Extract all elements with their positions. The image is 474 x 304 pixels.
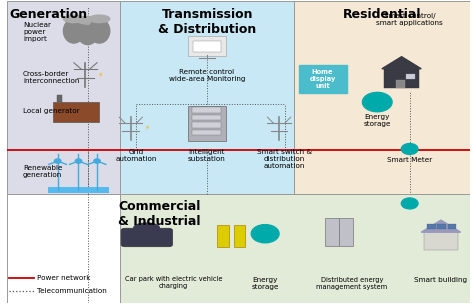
Text: Power network: Power network: [37, 275, 91, 281]
Circle shape: [401, 198, 418, 209]
Text: Smart Meter: Smart Meter: [387, 157, 432, 164]
FancyBboxPatch shape: [294, 1, 470, 194]
Text: Intelligent
substation: Intelligent substation: [188, 149, 226, 162]
Text: Energy
storage: Energy storage: [251, 277, 279, 290]
FancyBboxPatch shape: [57, 95, 62, 102]
FancyBboxPatch shape: [192, 122, 221, 128]
FancyBboxPatch shape: [192, 107, 221, 113]
FancyBboxPatch shape: [188, 106, 226, 141]
Text: Smart switch &
distribution
automation: Smart switch & distribution automation: [257, 149, 312, 169]
Ellipse shape: [89, 15, 110, 22]
FancyBboxPatch shape: [188, 36, 226, 56]
FancyBboxPatch shape: [7, 194, 120, 303]
Text: Smart control/
smart applications: Smart control/ smart applications: [376, 13, 443, 26]
FancyBboxPatch shape: [406, 74, 415, 79]
Text: Grid
automation: Grid automation: [116, 149, 157, 162]
Text: ⚡: ⚡: [97, 70, 102, 79]
FancyBboxPatch shape: [193, 41, 221, 52]
FancyBboxPatch shape: [53, 102, 100, 122]
FancyBboxPatch shape: [384, 69, 419, 88]
Ellipse shape: [77, 20, 98, 45]
Ellipse shape: [77, 17, 98, 24]
FancyBboxPatch shape: [48, 187, 109, 193]
Text: Commercial
& Industrial: Commercial & Industrial: [118, 200, 201, 228]
Circle shape: [251, 225, 279, 243]
Text: Home
display
unit: Home display unit: [310, 69, 336, 89]
FancyBboxPatch shape: [234, 225, 245, 247]
Text: Distributed energy
management system: Distributed energy management system: [316, 277, 387, 290]
Text: Car park with electric vehicle
charging: Car park with electric vehicle charging: [125, 276, 222, 289]
FancyBboxPatch shape: [325, 218, 339, 247]
Text: Transmission
& Distribution: Transmission & Distribution: [158, 8, 256, 36]
FancyBboxPatch shape: [7, 1, 120, 194]
Text: Telecommunication: Telecommunication: [37, 288, 107, 294]
Polygon shape: [382, 57, 421, 69]
Text: Energy
storage: Energy storage: [364, 114, 391, 127]
Circle shape: [75, 159, 82, 163]
Text: Local generator: Local generator: [23, 108, 80, 114]
Text: Residential: Residential: [343, 8, 421, 21]
FancyBboxPatch shape: [192, 130, 221, 135]
Circle shape: [363, 92, 392, 112]
FancyBboxPatch shape: [218, 225, 229, 247]
Text: Renewable
generation: Renewable generation: [23, 165, 63, 178]
FancyBboxPatch shape: [299, 64, 346, 93]
Text: Generation: Generation: [9, 8, 87, 21]
Circle shape: [94, 159, 100, 163]
Text: Nuclear
power
import: Nuclear power import: [23, 22, 51, 43]
FancyBboxPatch shape: [192, 115, 221, 120]
FancyBboxPatch shape: [339, 218, 353, 247]
Ellipse shape: [64, 19, 84, 43]
FancyBboxPatch shape: [424, 232, 458, 250]
Ellipse shape: [134, 223, 159, 232]
FancyBboxPatch shape: [396, 80, 405, 88]
Ellipse shape: [64, 15, 84, 22]
FancyBboxPatch shape: [121, 228, 173, 247]
Polygon shape: [421, 220, 461, 232]
Text: ⚡: ⚡: [145, 125, 150, 131]
FancyBboxPatch shape: [120, 1, 294, 194]
FancyBboxPatch shape: [120, 194, 470, 303]
Text: Cross-border
interconnection: Cross-border interconnection: [23, 71, 79, 85]
FancyBboxPatch shape: [427, 224, 436, 229]
Circle shape: [401, 143, 418, 154]
Text: Smart building: Smart building: [414, 277, 467, 283]
Text: Remote control
wide-area Monitoring: Remote control wide-area Monitoring: [169, 69, 245, 82]
Circle shape: [55, 159, 61, 163]
FancyBboxPatch shape: [438, 224, 446, 229]
FancyBboxPatch shape: [447, 224, 456, 229]
Ellipse shape: [89, 19, 110, 43]
